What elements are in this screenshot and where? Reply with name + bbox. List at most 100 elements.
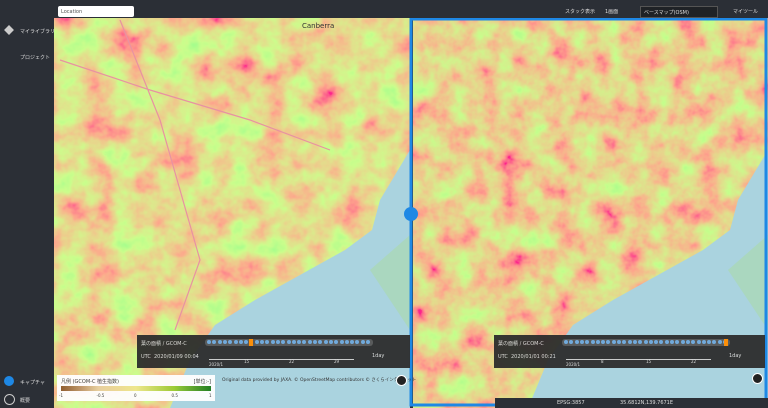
month: 2020/1	[566, 362, 581, 367]
day-dot[interactable]	[569, 340, 574, 344]
legend-unit: [単位:-]	[193, 379, 211, 385]
sidebar-item[interactable]: 概要	[20, 398, 31, 404]
day-dot[interactable]	[670, 340, 674, 344]
day-dot[interactable]	[339, 340, 344, 344]
view-button[interactable]: スタック表示	[565, 9, 596, 15]
slider-tick-label: 22	[289, 359, 295, 364]
day-dot[interactable]	[313, 340, 317, 344]
day-dot[interactable]	[627, 340, 632, 344]
capture-button[interactable]	[396, 375, 407, 386]
day-dot[interactable]	[222, 340, 227, 344]
day-dot[interactable]	[318, 340, 323, 344]
time-slider[interactable]: 8 15 22	[566, 352, 711, 364]
day-dot[interactable]	[712, 340, 717, 344]
day-dot[interactable]	[696, 340, 701, 344]
utc-label: UTC	[141, 354, 151, 360]
day-dot[interactable]	[701, 340, 706, 344]
layer-name: 葉の面積 / GCOM-C	[498, 341, 544, 347]
capture-button[interactable]	[752, 373, 763, 384]
legend-bar	[61, 386, 211, 391]
day-dot[interactable]	[254, 340, 259, 344]
day-dot[interactable]	[275, 340, 280, 344]
day-dot[interactable]	[360, 340, 365, 344]
day-dot[interactable]	[270, 340, 275, 344]
day-dot[interactable]	[659, 340, 664, 344]
day-dot[interactable]	[717, 340, 722, 344]
screens-button[interactable]: 1画面	[605, 9, 619, 15]
day-dot[interactable]	[579, 340, 584, 344]
status-crs: EPSG:3857	[557, 400, 585, 406]
legend-tick-label: -0.5	[96, 393, 105, 398]
day-dot[interactable]	[302, 340, 307, 344]
timeline-dots[interactable]	[562, 339, 730, 346]
day-dot[interactable]	[664, 340, 669, 344]
day-dot[interactable]	[212, 340, 217, 344]
map-label: Canberra	[302, 22, 335, 30]
day-dot[interactable]	[238, 340, 243, 344]
day-dot[interactable]	[632, 340, 637, 344]
day-dot[interactable]	[638, 340, 643, 344]
sidebar-item[interactable]: キャプチャ	[20, 380, 45, 386]
status-coords: 35.6812N,139.7671E	[620, 400, 674, 406]
day-dot[interactable]	[328, 340, 333, 344]
day-dot[interactable]	[680, 340, 685, 344]
day-dot[interactable]	[654, 340, 659, 344]
day-dot[interactable]	[244, 340, 249, 344]
time-panel: 葉の面積 / GCOM-C UTC 2020/01/01 00:21 2020/1 8 1…	[494, 335, 765, 368]
day-dot[interactable]	[611, 340, 616, 344]
day-dot[interactable]	[590, 340, 595, 344]
layer-name: 葉の面積 / GCOM-C	[141, 341, 187, 347]
swipe-handle[interactable]	[404, 207, 418, 221]
datetime: 2020/01/09 00:04	[154, 354, 199, 360]
day-dot[interactable]	[617, 340, 621, 344]
step-select[interactable]: 1day	[729, 353, 742, 359]
search-box[interactable]: Location	[58, 6, 134, 17]
day-dot[interactable]	[334, 340, 339, 344]
day-dot[interactable]	[228, 340, 233, 344]
day-dot[interactable]	[606, 340, 611, 344]
day-dot[interactable]	[564, 340, 568, 344]
day-dot[interactable]	[291, 340, 296, 344]
basemap-select[interactable]: ベースマップ(OSM)	[640, 6, 718, 18]
day-dot[interactable]	[622, 340, 627, 344]
time-slider[interactable]: 15 22 29	[209, 352, 354, 364]
sidebar-item[interactable]: マイライブラリ	[20, 29, 56, 35]
day-dot[interactable]	[323, 340, 328, 344]
tools-button[interactable]: マイツール	[733, 9, 759, 15]
day-dot[interactable]	[691, 340, 696, 344]
slider-tick-label: 22	[691, 359, 697, 364]
day-dot[interactable]	[601, 340, 606, 344]
day-dot[interactable]	[707, 340, 712, 344]
day-dot[interactable]	[574, 340, 579, 344]
day-dot[interactable]	[685, 340, 690, 344]
day-dot[interactable]	[307, 340, 312, 344]
slider-tick-label: 15	[244, 359, 250, 364]
day-dot[interactable]	[643, 340, 648, 344]
step-select[interactable]: 1day	[372, 353, 385, 359]
utc-label: UTC	[498, 354, 508, 360]
search-placeholder: Location	[61, 9, 83, 15]
sidebar-item[interactable]: プロジェクト	[20, 55, 51, 61]
day-dot[interactable]	[675, 340, 680, 344]
day-dot[interactable]	[233, 340, 238, 344]
day-dot[interactable]	[648, 340, 653, 344]
slider-tick-label: 8	[601, 359, 604, 364]
timeline-dots[interactable]	[205, 339, 373, 346]
legend-tick-label: -1	[59, 393, 63, 398]
current-day[interactable]	[249, 339, 253, 346]
day-dot[interactable]	[297, 340, 302, 344]
current-day[interactable]	[724, 339, 728, 346]
day-dot[interactable]	[286, 340, 291, 344]
day-dot[interactable]	[217, 340, 222, 344]
day-dot[interactable]	[585, 340, 590, 344]
day-dot[interactable]	[366, 340, 370, 344]
day-dot[interactable]	[281, 340, 286, 344]
day-dot[interactable]	[260, 340, 264, 344]
legend-tick-label: 1	[209, 393, 212, 398]
day-dot[interactable]	[265, 340, 270, 344]
day-dot[interactable]	[595, 340, 600, 344]
day-dot[interactable]	[350, 340, 355, 344]
day-dot[interactable]	[207, 340, 211, 344]
day-dot[interactable]	[344, 340, 349, 344]
day-dot[interactable]	[355, 340, 360, 344]
